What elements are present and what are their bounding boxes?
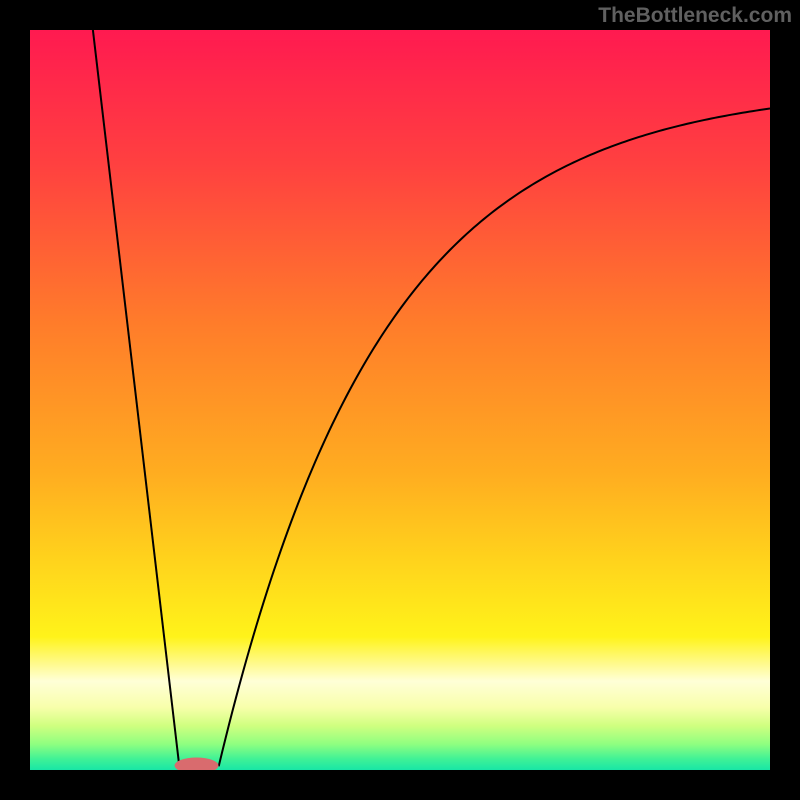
gradient-rect: [30, 30, 770, 770]
plot-area: [30, 30, 770, 770]
plot-svg: [30, 30, 770, 770]
watermark-text: TheBottleneck.com: [598, 4, 792, 28]
chart-root: TheBottleneck.com: [0, 0, 800, 800]
